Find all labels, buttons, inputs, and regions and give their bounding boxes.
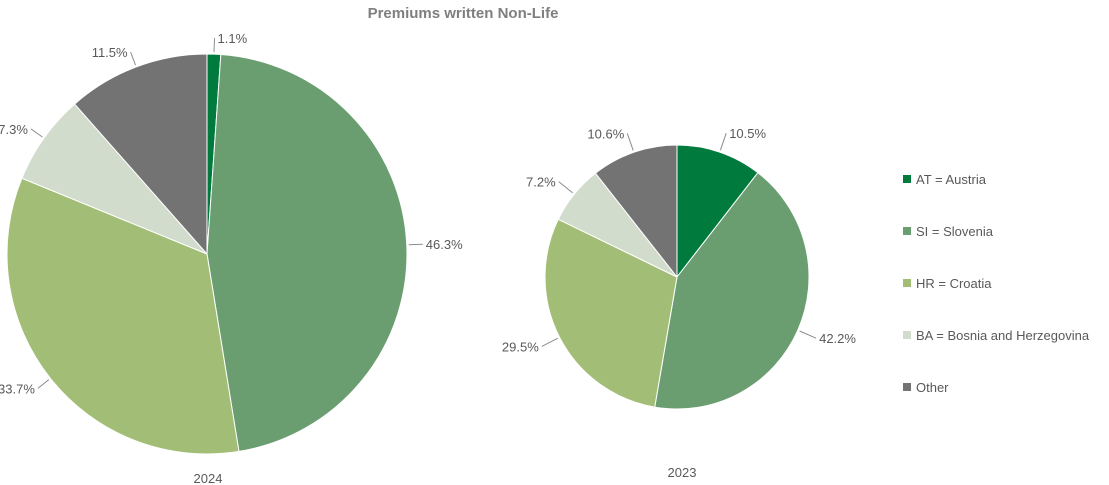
pie-2023-leader-line bbox=[719, 133, 727, 151]
pie-2024-slice-hr-croatia bbox=[6, 177, 240, 455]
chart-title: Premiums written Non-Life bbox=[368, 5, 559, 22]
pie-2024-data-label: 11.5% bbox=[92, 45, 128, 60]
pie-2023-data-label: 10.5% bbox=[729, 126, 766, 141]
pie-2023-slice-at-austria bbox=[676, 144, 759, 279]
legend-swatch-ba-bosnia-and-herzegovina bbox=[903, 331, 911, 339]
pie-2023-leader-line bbox=[541, 337, 559, 347]
pie-2023-slice-hr-croatia bbox=[544, 218, 678, 408]
pie-2023-leader-line bbox=[799, 330, 817, 339]
pie-year-label-2024: 2024 bbox=[194, 471, 223, 485]
legend-label-at-austria: AT = Austria bbox=[916, 172, 987, 187]
pie-2023-data-label: 10.6% bbox=[587, 126, 624, 141]
pie-2023-slice-si-slovenia bbox=[654, 171, 810, 410]
pie-2024-slice-other bbox=[73, 53, 208, 256]
pie-2024-slice-si-slovenia bbox=[206, 53, 408, 453]
legend-label-hr-croatia: HR = Croatia bbox=[916, 276, 992, 291]
legend-label-si-slovenia: SI = Slovenia bbox=[916, 224, 994, 239]
pie-2023: 10.5% 42.2% 29.5% 7.2% 10.6% bbox=[502, 126, 856, 410]
pie-2023-data-label: 7.2% bbox=[526, 175, 556, 190]
pie-2024: 1.1% 46.3% 33.7% 7.3% 11.5% bbox=[0, 31, 463, 455]
pie-year-label-2023: 2023 bbox=[668, 465, 697, 480]
pie-2023-data-label: 29.5% bbox=[502, 339, 539, 354]
pie-2024-leader-line bbox=[408, 243, 423, 246]
pie-2024-leader-line bbox=[213, 38, 215, 53]
pie-2023-slice-other bbox=[594, 144, 678, 279]
pie-2023-leader-line bbox=[558, 181, 574, 194]
legend-label-other: Other bbox=[916, 380, 949, 395]
pie-2024-data-label: 33.7% bbox=[0, 381, 35, 396]
pie-2024-leader-line bbox=[130, 51, 136, 66]
pie-2023-data-label: 42.2% bbox=[819, 331, 856, 346]
pie-2024-data-label: 46.3% bbox=[426, 237, 463, 252]
legend-swatch-hr-croatia bbox=[903, 279, 911, 287]
pie-2024-leader-line bbox=[30, 128, 43, 138]
chart-legend: AT = Austria SI = Slovenia HR = Croatia BA … bbox=[903, 172, 1090, 395]
legend-swatch-at-austria bbox=[903, 175, 911, 183]
pie-2023-leader-line bbox=[626, 133, 634, 151]
legend-swatch-si-slovenia bbox=[903, 227, 911, 235]
pie-2024-data-label: 7.3% bbox=[0, 122, 28, 137]
legend-swatch-other bbox=[903, 383, 911, 391]
pie-2024-data-label: 1.1% bbox=[218, 31, 248, 46]
legend-label-ba-bosnia-and-herzegovina: BA = Bosnia and Herzegovina bbox=[916, 328, 1090, 343]
pie-2024-leader-line bbox=[37, 379, 50, 389]
